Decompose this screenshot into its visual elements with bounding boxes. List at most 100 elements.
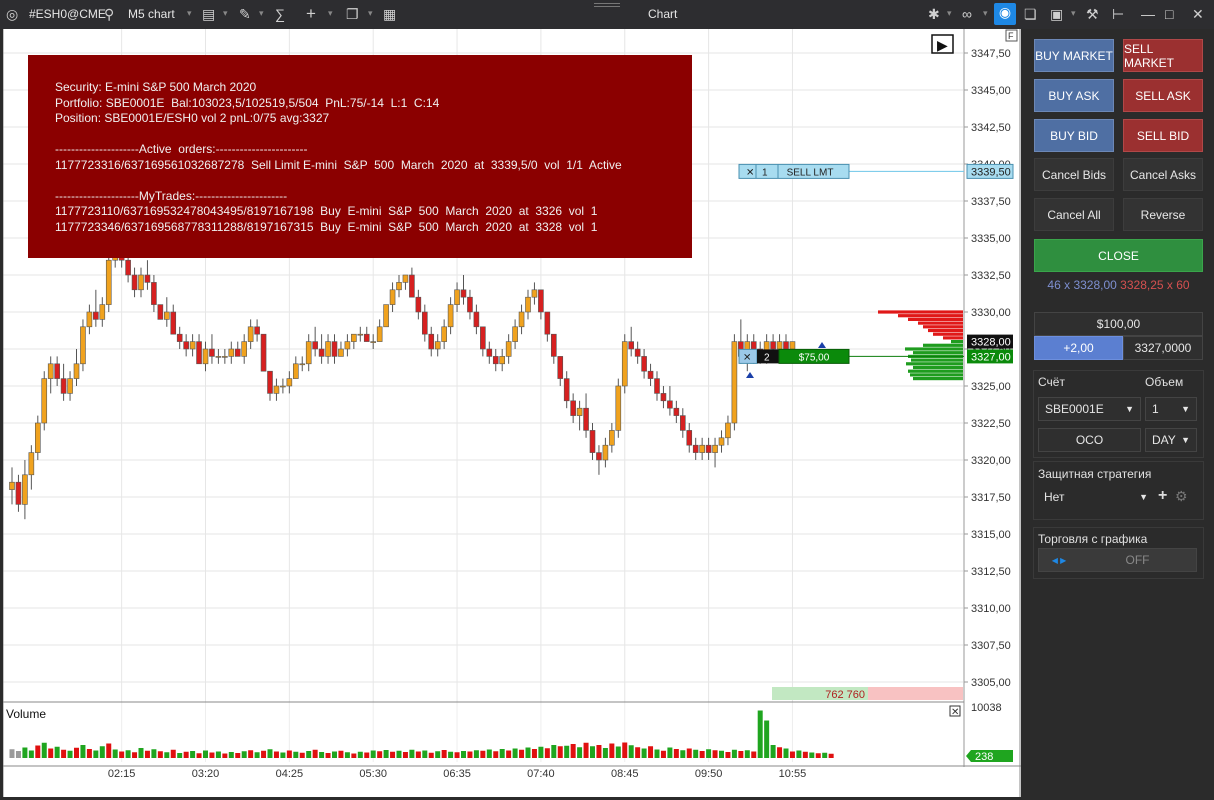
- volume-select[interactable]: 1 ▼: [1145, 397, 1197, 421]
- pane-menu-box: [1005, 29, 1018, 42]
- protective-strategy-select[interactable]: Нет ▼: [1038, 485, 1154, 509]
- account-select[interactable]: SBE0001E ▼: [1038, 397, 1141, 421]
- tools-icon[interactable]: ⚒: [1086, 6, 1099, 22]
- sell-ask-button[interactable]: SELL ASK: [1123, 79, 1203, 112]
- pencil-icon[interactable]: ✎: [239, 6, 251, 22]
- volume-bar: [802, 751, 808, 758]
- y-tick-label: 3332,50: [971, 270, 1011, 282]
- pin-icon[interactable]: ⊢: [1112, 6, 1125, 22]
- position-qty: 2: [764, 352, 770, 363]
- info-trade-row: 1177723110/637169532478043495/8197167198…: [55, 204, 598, 218]
- buy-ask-button[interactable]: BUY ASK: [1034, 79, 1114, 112]
- candle-body: [15, 481, 22, 505]
- candle-body: [267, 370, 273, 394]
- chevron-down-icon: ▼: [1125, 404, 1134, 414]
- volume-bar: [583, 742, 589, 758]
- candle-body: [686, 430, 693, 446]
- volume-bar: [609, 743, 615, 758]
- chevron-down-icon[interactable]: ▾: [223, 8, 228, 18]
- close-position-button[interactable]: CLOSE: [1034, 239, 1203, 272]
- x-tick-label: 02:15: [108, 768, 136, 780]
- offset-field[interactable]: +2,00: [1034, 336, 1123, 360]
- y-tick-label: 3345,00: [971, 85, 1011, 97]
- chevron-down-icon[interactable]: ▾: [368, 8, 373, 18]
- camera-icon[interactable]: ◉: [994, 3, 1016, 25]
- candle-body: [505, 341, 512, 357]
- volume-bar: [183, 751, 189, 758]
- timeframe-selector[interactable]: M5 chart: [128, 7, 175, 21]
- price-field[interactable]: 3327,0000: [1123, 336, 1203, 360]
- window-icon[interactable]: ❐: [346, 6, 359, 22]
- volume-bar: [377, 751, 383, 758]
- volume-last-label: 238: [975, 751, 993, 763]
- candle-body: [318, 348, 325, 357]
- volume-bar: [54, 746, 60, 758]
- candle-body: [312, 341, 318, 350]
- tif-select[interactable]: DAY ▼: [1145, 428, 1197, 452]
- candle-body: [144, 274, 151, 283]
- buy-bid-button[interactable]: BUY BID: [1034, 119, 1114, 152]
- cursor-icon[interactable]: ✱: [928, 6, 940, 22]
- cancel-bids-button[interactable]: Cancel Bids: [1034, 158, 1114, 191]
- search-icon[interactable]: ⚲: [104, 6, 115, 22]
- volume-bar: [351, 753, 357, 758]
- volume-bar: [93, 750, 99, 758]
- reverse-button[interactable]: Reverse: [1123, 198, 1203, 231]
- crosshair-icon[interactable]: +: [306, 4, 316, 23]
- volume-bar: [544, 748, 550, 758]
- chevron-down-icon[interactable]: ▾: [328, 8, 333, 18]
- volume-bar: [828, 753, 834, 758]
- volume-bar: [744, 750, 750, 758]
- chevron-down-icon[interactable]: ▾: [187, 8, 192, 18]
- ask-depth-bar: [898, 314, 963, 318]
- symbol-label[interactable]: #ESH0@CME: [29, 7, 106, 21]
- volume-last-tag: [966, 750, 1013, 762]
- chevron-down-icon[interactable]: ▾: [1071, 8, 1076, 18]
- maximize-icon[interactable]: □: [1165, 6, 1174, 22]
- position-price-label: 3327,00: [971, 351, 1011, 363]
- link-icon[interactable]: ∞: [962, 6, 972, 22]
- volume-bar: [312, 749, 318, 758]
- chevron-down-icon[interactable]: ▾: [259, 8, 264, 18]
- add-icon[interactable]: +: [1158, 487, 1168, 504]
- volume-bar: [402, 752, 408, 758]
- cancel-all-button[interactable]: Cancel All: [1034, 198, 1114, 231]
- gear-icon[interactable]: ⚙: [1175, 488, 1188, 504]
- chevron-down-icon[interactable]: ▾: [983, 8, 988, 18]
- window-grip[interactable]: [594, 3, 620, 7]
- cancel-asks-button[interactable]: Cancel Asks: [1123, 158, 1203, 191]
- volume-bar: [390, 751, 396, 758]
- oco-button[interactable]: OCO: [1038, 428, 1141, 452]
- layout-icon[interactable]: ▦: [383, 6, 397, 22]
- buy-market-button[interactable]: BUY MARKET: [1034, 39, 1114, 72]
- order-price-tag: [966, 163, 1014, 179]
- volume-bar: [486, 749, 492, 758]
- y-tick-label: 3315,00: [971, 529, 1011, 541]
- amount-field[interactable]: $100,00: [1034, 312, 1203, 336]
- bid-depth-bar: [951, 340, 963, 344]
- candle-body: [789, 341, 796, 350]
- y-tick-label: 3312,50: [971, 566, 1011, 578]
- copy-icon[interactable]: ❏: [1024, 6, 1037, 22]
- volume-bar: [9, 749, 15, 758]
- volume-bar: [731, 749, 737, 758]
- minimize-icon[interactable]: —: [1141, 6, 1155, 22]
- candle-body: [454, 289, 460, 305]
- candle-body: [712, 444, 718, 453]
- sell-market-button[interactable]: SELL MARKET: [1123, 39, 1203, 72]
- price-chart[interactable]: 3347,503345,003342,503340,003337,503335,…: [3, 29, 1021, 797]
- chevron-down-icon[interactable]: ▾: [947, 8, 952, 18]
- candle-body: [67, 378, 73, 394]
- candle-body: [22, 474, 28, 505]
- candle-body: [563, 378, 570, 402]
- chart-trading-toggle[interactable]: ◀ ▶ OFF: [1038, 548, 1197, 572]
- indicators-icon[interactable]: ▤: [202, 6, 216, 22]
- volume-bar: [306, 751, 312, 758]
- lock-icon[interactable]: ▣: [1050, 6, 1064, 22]
- candle-body: [86, 311, 93, 328]
- chart-type-icon[interactable]: ∑: [275, 6, 285, 22]
- sell-bid-button[interactable]: SELL BID: [1123, 119, 1203, 152]
- volume-bar: [602, 748, 608, 758]
- close-icon[interactable]: ✕: [1192, 6, 1204, 22]
- y-tick-label: 3330,00: [971, 307, 1011, 319]
